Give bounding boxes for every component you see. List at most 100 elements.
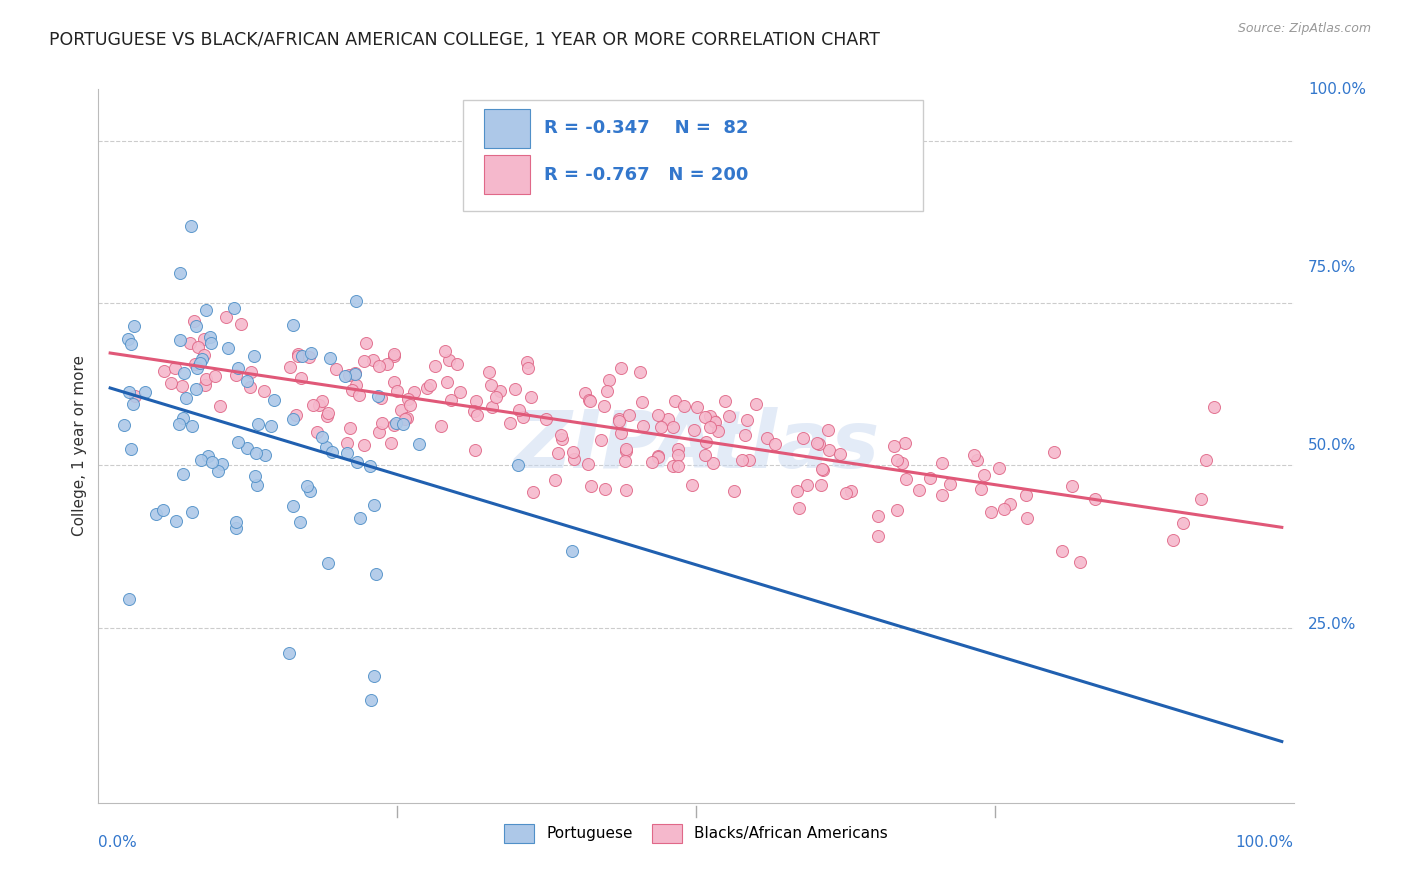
- Point: [434, 344, 457, 359]
- Point: [344, 368, 367, 382]
- Point: [631, 395, 654, 409]
- Y-axis label: College, 1 year or more: College, 1 year or more: [72, 356, 87, 536]
- Point: [551, 432, 574, 446]
- Point: [339, 421, 361, 435]
- Point: [315, 441, 337, 455]
- Point: [353, 354, 375, 368]
- Text: 75.0%: 75.0%: [1308, 260, 1357, 275]
- Point: [609, 414, 631, 428]
- Point: [479, 378, 502, 392]
- Point: [506, 458, 529, 473]
- Point: [613, 454, 636, 468]
- Point: [375, 357, 398, 371]
- Text: 50.0%: 50.0%: [1308, 439, 1357, 453]
- Point: [574, 386, 596, 401]
- Point: [610, 360, 633, 375]
- Point: [394, 412, 416, 426]
- Point: [240, 365, 263, 379]
- Point: [235, 375, 257, 389]
- Point: [465, 393, 488, 408]
- Point: [163, 361, 186, 376]
- Point: [598, 373, 620, 387]
- Point: [225, 521, 247, 535]
- Point: [396, 392, 419, 406]
- Point: [666, 448, 689, 462]
- Point: [446, 357, 468, 371]
- Point: [673, 399, 696, 413]
- Point: [389, 402, 412, 417]
- Text: PORTUGUESE VS BLACK/AFRICAN AMERICAN COLLEGE, 1 YEAR OR MORE CORRELATION CHART: PORTUGUESE VS BLACK/AFRICAN AMERICAN COL…: [49, 31, 880, 49]
- Point: [225, 515, 247, 529]
- Point: [118, 592, 141, 607]
- Point: [699, 420, 721, 434]
- Point: [120, 337, 142, 351]
- Point: [465, 408, 488, 422]
- Point: [647, 449, 669, 463]
- Point: [204, 369, 226, 384]
- Point: [298, 483, 321, 498]
- Point: [896, 472, 918, 486]
- Text: 25.0%: 25.0%: [1308, 617, 1357, 632]
- Point: [200, 335, 222, 350]
- Point: [194, 378, 217, 392]
- Point: [617, 408, 640, 422]
- Point: [516, 355, 538, 369]
- Point: [517, 361, 540, 376]
- Point: [886, 503, 908, 517]
- Point: [290, 370, 312, 384]
- Point: [368, 359, 391, 373]
- Point: [134, 384, 156, 399]
- Point: [614, 442, 637, 457]
- Text: R = -0.767   N = 200: R = -0.767 N = 200: [544, 166, 748, 184]
- Point: [368, 425, 391, 440]
- Point: [319, 351, 342, 365]
- Point: [263, 393, 285, 408]
- Point: [225, 368, 247, 382]
- Point: [1014, 488, 1036, 502]
- Point: [260, 418, 283, 433]
- Point: [184, 319, 207, 334]
- Text: 100.0%: 100.0%: [1308, 82, 1365, 96]
- Point: [891, 456, 914, 470]
- Point: [1202, 401, 1225, 415]
- Point: [291, 349, 314, 363]
- Point: [308, 398, 330, 412]
- Point: [117, 332, 139, 346]
- Point: [316, 406, 339, 420]
- Point: [337, 368, 360, 382]
- Point: [384, 418, 406, 433]
- Point: [152, 503, 174, 517]
- Point: [593, 399, 616, 413]
- Text: 0.0%: 0.0%: [98, 835, 138, 850]
- Point: [344, 378, 367, 392]
- Point: [321, 445, 343, 459]
- Point: [122, 397, 145, 411]
- Point: [763, 437, 786, 451]
- Point: [153, 364, 176, 378]
- Point: [336, 436, 359, 450]
- Point: [112, 418, 135, 433]
- Point: [395, 411, 418, 425]
- Point: [628, 365, 651, 379]
- Point: [170, 379, 193, 393]
- Point: [299, 346, 322, 360]
- Point: [281, 318, 304, 333]
- Point: [211, 457, 233, 471]
- Point: [681, 478, 703, 492]
- Point: [425, 359, 447, 373]
- Point: [408, 437, 430, 451]
- Point: [550, 428, 572, 442]
- Point: [392, 417, 415, 432]
- Point: [179, 336, 201, 351]
- Point: [385, 384, 408, 398]
- Point: [1069, 556, 1091, 570]
- Point: [931, 456, 953, 470]
- Point: [512, 410, 534, 425]
- Point: [173, 366, 195, 380]
- Point: [254, 449, 277, 463]
- Point: [363, 498, 385, 512]
- Point: [382, 349, 405, 363]
- Point: [631, 418, 654, 433]
- Point: [209, 399, 232, 413]
- Point: [340, 383, 363, 397]
